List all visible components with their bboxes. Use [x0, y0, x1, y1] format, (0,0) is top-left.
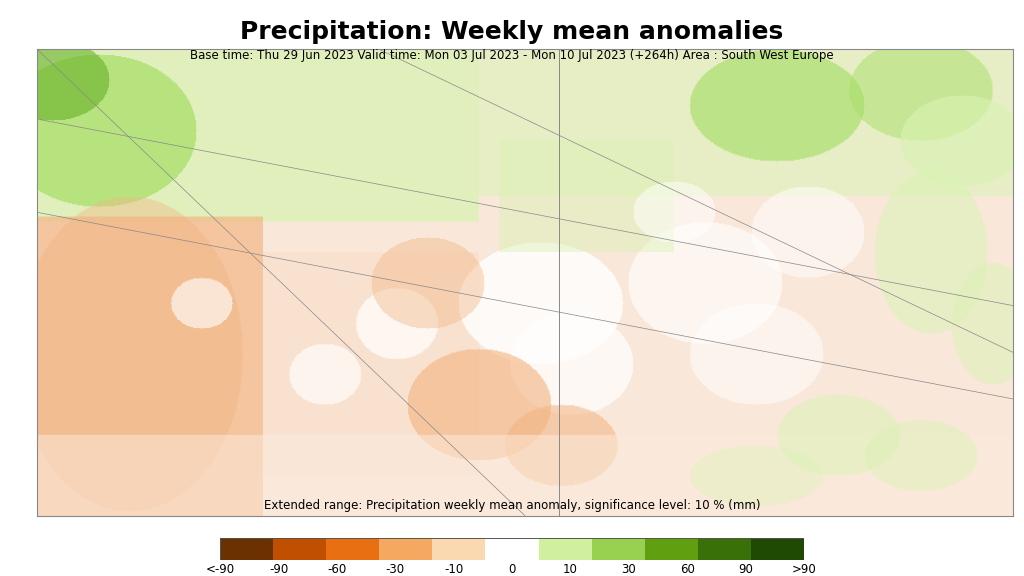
Bar	[592, 538, 645, 560]
Bar	[539, 538, 592, 560]
Bar	[645, 538, 697, 560]
Text: -60: -60	[328, 563, 346, 576]
Bar	[485, 538, 539, 560]
Bar	[273, 538, 327, 560]
Text: 90: 90	[738, 563, 753, 576]
Text: 0: 0	[508, 563, 516, 576]
Bar	[379, 538, 432, 560]
Text: 30: 30	[622, 563, 636, 576]
Bar	[327, 538, 379, 560]
Bar	[751, 538, 804, 560]
Text: 60: 60	[680, 563, 694, 576]
Bar	[220, 538, 273, 560]
Text: -30: -30	[386, 563, 404, 576]
Bar	[432, 538, 485, 560]
Text: -10: -10	[444, 563, 463, 576]
Text: >90: >90	[792, 563, 816, 576]
Text: Extended range: Precipitation weekly mean anomaly, significance level: 10 % (mm): Extended range: Precipitation weekly mea…	[264, 499, 760, 512]
Text: Precipitation: Weekly mean anomalies: Precipitation: Weekly mean anomalies	[241, 20, 783, 44]
Text: Base time: Thu 29 Jun 2023 Valid time: Mon 03 Jul 2023 - Mon 10 Jul 2023 (+264h): Base time: Thu 29 Jun 2023 Valid time: M…	[190, 49, 834, 62]
Text: -90: -90	[269, 563, 288, 576]
Text: <-90: <-90	[206, 563, 234, 576]
Text: 10: 10	[563, 563, 578, 576]
Bar	[697, 538, 751, 560]
